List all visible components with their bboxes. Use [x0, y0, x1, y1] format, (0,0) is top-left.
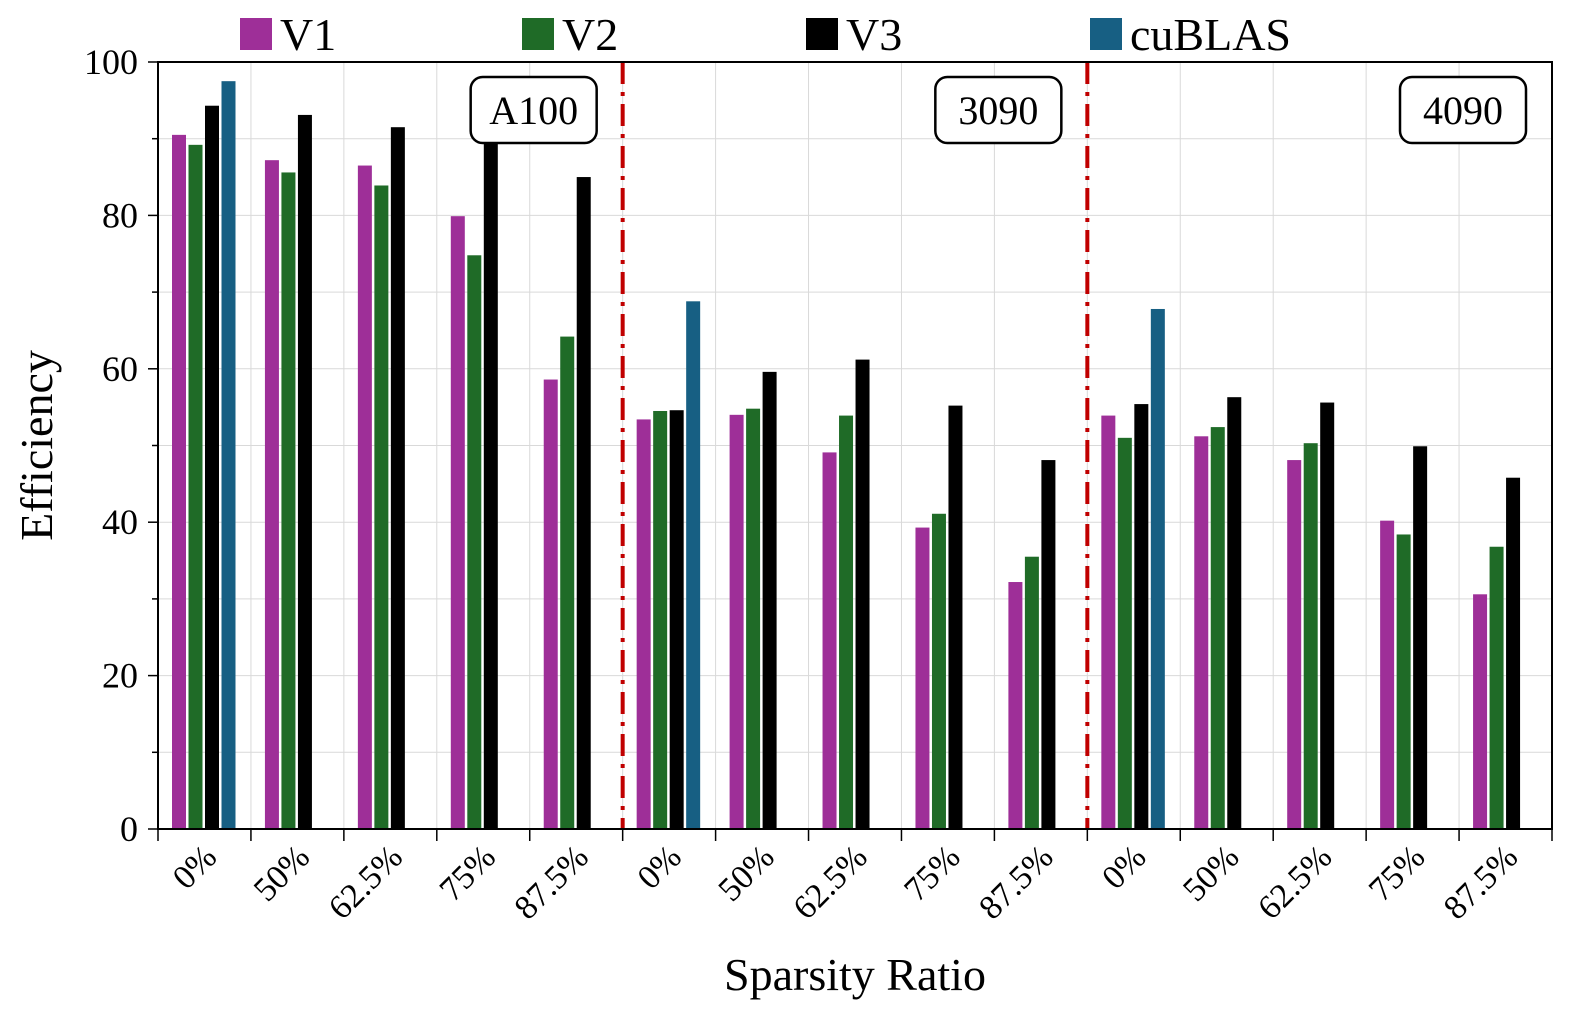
bar-v2-a100-1 [281, 172, 296, 829]
bar-v1-a100-0 [172, 134, 186, 830]
x-tick-label: 62.5% [322, 838, 410, 926]
legend-label-v2: V2 [562, 9, 618, 60]
bar-cublas-4090-0 [1150, 308, 1165, 829]
x-tick-label: 75% [433, 838, 503, 908]
x-tick-label: 0% [631, 838, 689, 896]
legend: V1 V2 V3 cuBLAS [240, 9, 1291, 60]
bar-v2-3090-2 [839, 415, 854, 829]
bar-v3-a100-3 [483, 139, 498, 830]
bar-v3-a100-0 [205, 105, 219, 830]
bar-v2-3090-1 [746, 408, 761, 829]
x-tick-label: 62.5% [1251, 838, 1339, 926]
group-label-box [934, 75, 1063, 145]
bar-v1-a100-4 [543, 379, 558, 829]
x-axis-ticks: 0% 50% 62.5% 75% 87.5% 0% 50% 62.5% 75% 87.5% 0% 50… [157, 829, 1553, 927]
x-tick-label: 87.5% [972, 838, 1060, 926]
bar-v1-a100-2 [357, 165, 372, 830]
bar-v1-4090-3 [1380, 520, 1395, 829]
bar-v2-4090-1 [1210, 427, 1225, 829]
bar-cublas-a100-0 [221, 81, 236, 830]
group-label-box [1398, 75, 1528, 145]
legend-swatch-cublas [1090, 18, 1122, 50]
bar-v3-a100-4 [576, 177, 591, 830]
bar-v1-3090-3 [915, 527, 930, 829]
bar-v2-4090-3 [1396, 534, 1411, 829]
bar-v3-4090-1 [1227, 397, 1242, 829]
bar-v3-3090-3 [948, 405, 963, 829]
y-tick-label: 80 [102, 195, 138, 235]
group-label-box [469, 75, 598, 145]
y-tick-label: 100 [84, 42, 138, 82]
legend-label-v1: V1 [280, 9, 336, 60]
bar-v3-4090-4 [1506, 477, 1521, 829]
bar-v3-4090-3 [1413, 446, 1428, 829]
bars-layer [172, 81, 1521, 830]
bar-cublas-3090-0 [686, 301, 701, 830]
group-label-3090: 3090 [958, 88, 1038, 133]
legend-swatch-v2 [522, 18, 554, 50]
bar-v1-4090-2 [1287, 460, 1302, 829]
legend-label-v3: V3 [846, 9, 902, 60]
bar-v1-a100-3 [450, 216, 465, 830]
bar-v2-3090-3 [931, 513, 946, 829]
bar-v3-a100-2 [390, 127, 405, 829]
bar-v3-4090-0 [1134, 404, 1149, 829]
x-tick-label: 0% [1095, 838, 1153, 896]
bar-v1-4090-4 [1473, 594, 1488, 829]
bar-v3-4090-2 [1320, 402, 1335, 829]
bar-v1-4090-0 [1101, 415, 1116, 829]
bar-v1-3090-2 [822, 452, 837, 829]
bar-v1-4090-1 [1194, 436, 1209, 829]
bar-v3-3090-4 [1041, 460, 1056, 829]
bar-v2-a100-4 [560, 336, 575, 829]
y-axis-label: Efficiency [11, 350, 62, 541]
x-tick-label: 0% [166, 838, 224, 896]
x-tick-label: 50% [711, 838, 781, 908]
x-tick-label: 75% [897, 838, 967, 908]
legend-swatch-v3 [806, 18, 838, 50]
bar-v3-3090-0 [669, 410, 684, 829]
group-separators [620, 62, 1090, 829]
y-axis-ticks: 0 20 40 60 80 100 [84, 42, 158, 849]
x-tick-label: 62.5% [786, 838, 874, 926]
bar-v2-3090-4 [1024, 556, 1039, 829]
x-tick-label: 87.5% [1437, 838, 1525, 926]
bar-v2-4090-2 [1303, 443, 1318, 829]
legend-label-cublas: cuBLAS [1130, 9, 1291, 60]
bar-v1-a100-1 [264, 160, 279, 829]
bar-v3-3090-1 [762, 371, 777, 829]
bar-v2-a100-3 [467, 255, 482, 829]
bar-v1-3090-1 [729, 414, 744, 829]
y-tick-label: 20 [102, 656, 138, 696]
bar-v2-4090-4 [1489, 546, 1504, 829]
bar-v3-3090-2 [855, 359, 870, 829]
bar-v2-4090-0 [1117, 437, 1132, 829]
bar-v2-3090-0 [653, 410, 668, 829]
bar-v3-a100-1 [297, 114, 312, 830]
y-tick-label: 0 [120, 809, 138, 849]
y-tick-label: 60 [102, 349, 138, 389]
bar-v1-3090-4 [1008, 582, 1023, 829]
bar-v2-a100-0 [188, 144, 203, 829]
x-tick-label: 75% [1362, 838, 1432, 908]
group-labels: A100 3090 4090 [469, 75, 1528, 145]
group-label-a100: A100 [489, 88, 578, 133]
bar-v1-3090-0 [636, 419, 651, 829]
x-tick-label: 50% [247, 838, 317, 908]
bar-v2-a100-2 [374, 185, 389, 829]
legend-swatch-v1 [240, 18, 272, 50]
y-tick-label: 40 [102, 502, 138, 542]
x-axis-label: Sparsity Ratio [724, 949, 986, 1000]
group-label-4090: 4090 [1423, 88, 1503, 133]
x-tick-label: 50% [1176, 838, 1246, 908]
x-tick-label: 87.5% [508, 838, 596, 926]
